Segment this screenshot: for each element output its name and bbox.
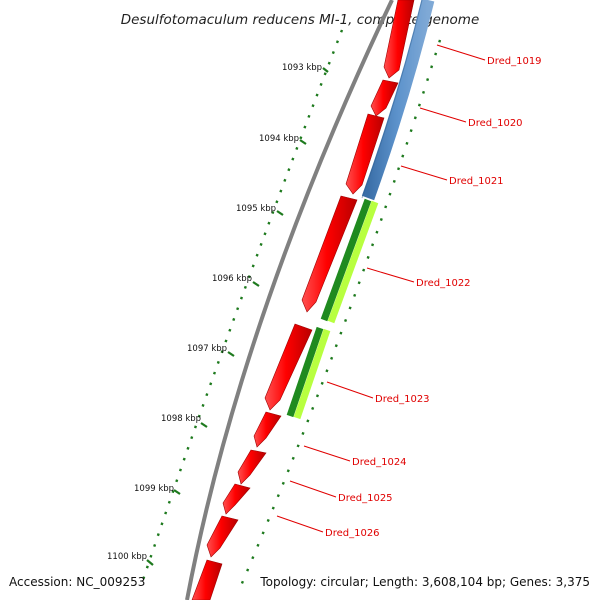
- kbp-label: 1095 kbp: [236, 204, 276, 214]
- gene-label-dred-1019[interactable]: Dred_1019: [487, 56, 542, 67]
- gene-label-dred-1023[interactable]: Dred_1023: [375, 394, 430, 405]
- kbp-tick: [299, 139, 307, 145]
- gene-leader-line: [276, 515, 324, 533]
- gene-label-dred-1024[interactable]: Dred_1024: [352, 457, 407, 468]
- cds-arrow: [222, 483, 251, 515]
- genome-backbone: [185, 0, 394, 600]
- kbp-tick: [227, 351, 235, 357]
- blue-similarity-track: [361, 0, 435, 201]
- blue-track-edge: [361, 0, 423, 199]
- map-title: Desulfotomaculum reducens MI-1, complete…: [121, 12, 480, 28]
- gene-label-dred-1020[interactable]: Dred_1020: [468, 118, 523, 129]
- cds-arrow: [383, 0, 415, 79]
- gene-leaders: [276, 44, 486, 533]
- gene-leader-line: [303, 445, 351, 462]
- kbp-tick: [200, 422, 208, 428]
- gene-leader-line: [400, 165, 448, 181]
- green-similarity-block-2: [286, 326, 331, 420]
- cds-arrow: [370, 79, 399, 117]
- gene-label-dred-1025[interactable]: Dred_1025: [338, 493, 393, 504]
- gene-leader-line: [419, 107, 467, 123]
- kbp-label: 1096 kbp: [212, 274, 252, 284]
- green-similarity-block-1: [320, 198, 379, 324]
- kbp-label: 1098 kbp: [161, 414, 201, 424]
- gene-leader-line: [326, 381, 374, 399]
- kbp-label: 1099 kbp: [134, 484, 174, 494]
- kbp-tick: [252, 281, 260, 287]
- kbp-tick: [173, 489, 181, 495]
- kbp-ticks: [146, 67, 329, 566]
- cds-arrow: [206, 515, 239, 558]
- kbp-tick: [322, 67, 329, 73]
- kbp-label: 1093 kbp: [282, 63, 322, 73]
- gene-label-dred-1022[interactable]: Dred_1022: [416, 278, 471, 289]
- cds-arrow: [301, 195, 358, 313]
- kbp-label: 1100 kbp: [107, 552, 147, 562]
- cds-arrow: [345, 113, 385, 195]
- cds-arrow: [264, 323, 313, 411]
- kbp-labels: 1093 kbp 1094 kbp 1095 kbp 1096 kbp 1097…: [107, 63, 322, 562]
- accession-text: Accession: NC_009253: [9, 575, 145, 589]
- gene-labels: Dred_1019 Dred_1020 Dred_1021 Dred_1022 …: [325, 56, 542, 539]
- kbp-label: 1097 kbp: [187, 344, 227, 354]
- gene-label-dred-1026[interactable]: Dred_1026: [325, 528, 380, 539]
- kbp-tick: [276, 210, 284, 216]
- kbp-label: 1094 kbp: [259, 134, 299, 144]
- gene-leader-line: [289, 480, 337, 498]
- gene-leader-line: [436, 44, 486, 61]
- gene-leader-line: [366, 267, 415, 283]
- topology-summary-text: Topology: circular; Length: 3,608,104 bp…: [259, 575, 590, 589]
- cds-arrow: [237, 449, 267, 485]
- gene-label-dred-1021[interactable]: Dred_1021: [449, 176, 504, 187]
- cds-arrow: [191, 559, 223, 600]
- kbp-tick: [146, 559, 154, 566]
- outer-dotted-track: [238, 39, 442, 589]
- cds-arrow: [253, 411, 282, 448]
